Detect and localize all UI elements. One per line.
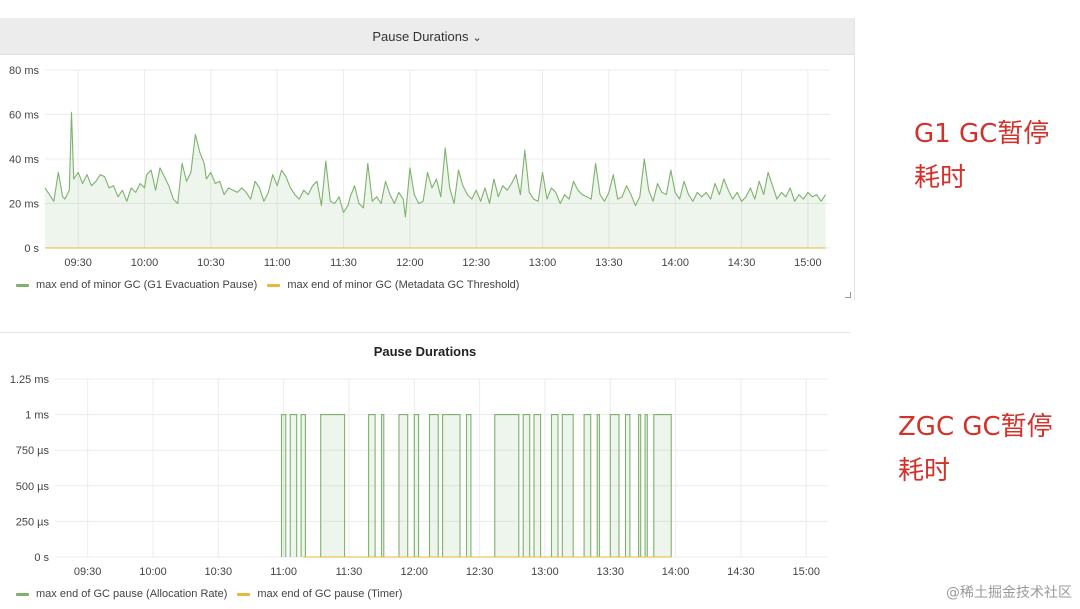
legend-label: max end of minor GC (Metadata GC Thresho…	[287, 279, 520, 291]
g1-y-tick-label: 20 ms	[9, 199, 39, 211]
zgc-allocation-series-area	[414, 414, 419, 557]
zgc-allocation-series-area	[290, 414, 297, 557]
legend-item-timer[interactable]: max end of GC pause (Timer)	[237, 588, 402, 600]
legend-item-allocation-rate[interactable]: max end of GC pause (Allocation Rate)	[16, 588, 227, 600]
zgc-x-tick-label: 13:30	[596, 566, 624, 578]
zgc-allocation-series-area	[442, 414, 461, 557]
zgc-legend: max end of GC pause (Allocation Rate) ma…	[16, 588, 412, 600]
g1-x-tick-label: 15:00	[794, 257, 822, 269]
zgc-allocation-series-line	[280, 414, 672, 557]
g1-x-tick-label: 14:30	[728, 257, 756, 269]
g1-annotation: G1 GC暂停耗时	[914, 119, 1050, 193]
zgc-y-tick-label: 1.25 ms	[10, 374, 50, 386]
g1-y-tick-label: 60 ms	[9, 110, 39, 122]
zgc-x-tick-label: 14:00	[662, 566, 690, 578]
zgc-x-tick-label: 12:00	[401, 566, 429, 578]
legend-swatch	[16, 283, 29, 287]
legend-item-g1-evacuation[interactable]: max end of minor GC (G1 Evacuation Pause…	[16, 279, 257, 291]
zgc-x-tick-label: 12:30	[466, 566, 494, 578]
legend-swatch	[237, 592, 251, 596]
chevron-down-icon[interactable]: ⌄	[472, 32, 482, 44]
zgc-allocation-series-area	[399, 414, 408, 557]
zgc-allocation-series-area	[562, 414, 574, 557]
legend-label: max end of GC pause (Timer)	[257, 588, 403, 600]
zgc-allocation-series-area	[653, 414, 672, 557]
zgc-allocation-series-area	[551, 414, 558, 557]
g1-x-tick-label: 12:00	[396, 257, 424, 269]
resize-handle-icon[interactable]	[845, 292, 851, 298]
zgc-panel-header[interactable]: Pause Durations	[0, 333, 850, 369]
zgc-panel-title[interactable]: Pause Durations	[373, 344, 477, 359]
zgc-allocation-series-area	[301, 414, 306, 557]
zgc-y-tick-label: 500 µs	[16, 481, 50, 493]
zgc-x-tick-label: 10:00	[139, 566, 167, 578]
zgc-allocation-series-area	[281, 414, 286, 557]
zgc-allocation-series-area	[523, 414, 530, 557]
zgc-pause-panel: Pause Durations	[0, 332, 850, 609]
g1-evacuation-series-area	[45, 112, 826, 248]
zgc-annotation: ZGC GC暂停耗时	[898, 412, 1053, 486]
zgc-x-tick-label: 13:00	[531, 566, 559, 578]
g1-x-tick-label: 13:00	[529, 257, 557, 269]
g1-panel-title[interactable]: Pause Durations	[372, 29, 469, 44]
g1-x-tick-label: 14:00	[661, 257, 689, 269]
g1-x-tick-label: 10:30	[197, 257, 225, 269]
zgc-allocation-series-area	[638, 414, 641, 557]
zgc-allocation-series-area	[368, 414, 376, 557]
g1-y-tick-label: 40 ms	[9, 154, 39, 166]
g1-x-tick-label: 11:00	[264, 257, 291, 269]
g1-pause-panel: Pause Durations ⌄	[0, 18, 855, 300]
legend-label: max end of GC pause (Allocation Rate)	[36, 588, 228, 600]
g1-legend: max end of minor GC (G1 Evacuation Pause…	[16, 279, 529, 291]
zgc-allocation-series-area	[610, 414, 619, 557]
g1-y-tick-label: 0 s	[24, 243, 39, 255]
zgc-x-tick-label: 09:30	[74, 566, 102, 578]
zgc-x-tick-label: 10:30	[205, 566, 233, 578]
zgc-allocation-series-area	[534, 414, 541, 557]
zgc-y-tick-label: 0 s	[34, 552, 49, 564]
zgc-allocation-series-area	[466, 414, 471, 557]
g1-pause-chart: 0 s 20 ms 40 ms 60 ms 80 ms 09:30 10:00 10:30 11…	[9, 65, 830, 269]
g1-x-tick-label: 11:30	[330, 257, 357, 269]
g1-evacuation-series-line	[44, 111, 827, 218]
zgc-y-tick-label: 750 µs	[16, 445, 50, 457]
g1-y-tick-label: 80 ms	[9, 65, 39, 77]
zgc-allocation-series-area	[645, 414, 648, 557]
zgc-allocation-series-area	[597, 414, 600, 557]
zgc-y-tick-label: 250 µs	[16, 516, 50, 528]
zgc-x-tick-label: 11:00	[270, 566, 297, 578]
zgc-x-tick-label: 11:30	[336, 566, 363, 578]
zgc-allocation-series-area	[320, 414, 345, 557]
legend-swatch	[267, 283, 281, 287]
zgc-x-tick-label: 14:30	[727, 566, 755, 578]
zgc-allocation-series-area	[584, 414, 591, 557]
zgc-pause-chart: 0 s 250 µs 500 µs 750 µs 1 ms 1.25 ms 09:30 10:…	[10, 374, 828, 578]
g1-panel-header[interactable]: Pause Durations ⌄	[0, 18, 854, 55]
legend-label: max end of minor GC (G1 Evacuation Pause…	[36, 279, 258, 291]
zgc-allocation-series-area	[381, 414, 384, 557]
zgc-allocation-series-area	[429, 414, 439, 557]
g1-x-tick-label: 10:00	[131, 257, 159, 269]
g1-x-tick-label: 12:30	[462, 257, 490, 269]
legend-item-metadata-threshold[interactable]: max end of minor GC (Metadata GC Thresho…	[267, 279, 519, 291]
g1-x-tick-label: 13:30	[595, 257, 623, 269]
zgc-allocation-series-area	[494, 414, 519, 557]
zgc-allocation-series-area	[625, 414, 630, 557]
watermark: @稀土掘金技术社区	[946, 585, 1072, 601]
g1-x-tick-label: 09:30	[64, 257, 92, 269]
zgc-x-tick-label: 15:00	[792, 566, 820, 578]
zgc-y-tick-label: 1 ms	[25, 410, 49, 422]
legend-swatch	[16, 592, 29, 596]
